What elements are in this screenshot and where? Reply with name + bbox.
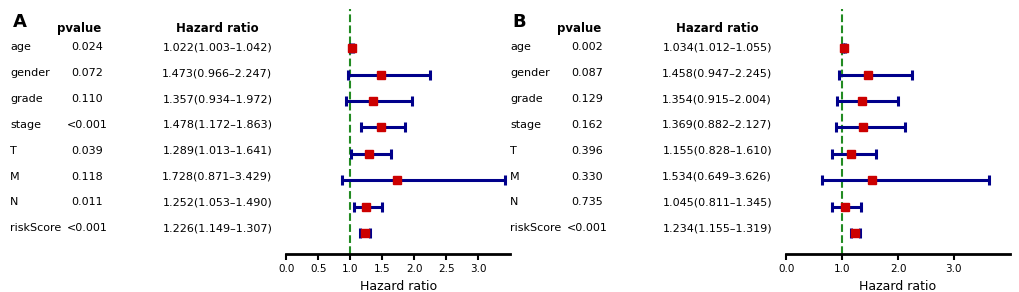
Text: 1.155(0.828–1.610): 1.155(0.828–1.610) xyxy=(661,146,771,156)
Text: 0.396: 0.396 xyxy=(571,146,602,156)
Text: 0.024: 0.024 xyxy=(71,43,103,53)
Text: grade: grade xyxy=(510,94,542,104)
Text: stage: stage xyxy=(510,120,540,130)
Text: 0.330: 0.330 xyxy=(571,172,602,182)
Text: 1.728(0.871–3.429): 1.728(0.871–3.429) xyxy=(162,172,272,182)
Text: 0.110: 0.110 xyxy=(71,94,103,104)
Text: 1.034(1.012–1.055): 1.034(1.012–1.055) xyxy=(661,43,771,53)
Text: T: T xyxy=(10,146,17,156)
X-axis label: Hazard ratio: Hazard ratio xyxy=(360,280,436,292)
X-axis label: Hazard ratio: Hazard ratio xyxy=(859,280,935,292)
Text: 0.087: 0.087 xyxy=(571,68,602,78)
Text: <0.001: <0.001 xyxy=(67,223,108,233)
Text: pvalue: pvalue xyxy=(57,22,101,35)
Text: <0.001: <0.001 xyxy=(567,223,607,233)
Text: 1.252(1.053–1.490): 1.252(1.053–1.490) xyxy=(162,197,272,207)
Text: 0.735: 0.735 xyxy=(571,197,602,207)
Text: gender: gender xyxy=(510,68,549,78)
Text: 1.226(1.149–1.307): 1.226(1.149–1.307) xyxy=(162,223,272,233)
Text: 1.458(0.947–2.245): 1.458(0.947–2.245) xyxy=(661,68,771,78)
Text: riskScore: riskScore xyxy=(510,223,560,233)
Text: 1.473(0.966–2.247): 1.473(0.966–2.247) xyxy=(162,68,272,78)
Text: <0.001: <0.001 xyxy=(67,120,108,130)
Text: 0.002: 0.002 xyxy=(571,43,602,53)
Text: pvalue: pvalue xyxy=(556,22,600,35)
Text: 1.534(0.649–3.626): 1.534(0.649–3.626) xyxy=(661,172,771,182)
Text: 0.162: 0.162 xyxy=(571,120,602,130)
Text: 0.072: 0.072 xyxy=(71,68,103,78)
Text: age: age xyxy=(10,43,31,53)
Text: 0.039: 0.039 xyxy=(71,146,103,156)
Text: 1.478(1.172–1.863): 1.478(1.172–1.863) xyxy=(162,120,272,130)
Text: 1.354(0.915–2.004): 1.354(0.915–2.004) xyxy=(661,94,771,104)
Text: M: M xyxy=(10,172,19,182)
Text: 1.234(1.155–1.319): 1.234(1.155–1.319) xyxy=(661,223,771,233)
Text: 0.129: 0.129 xyxy=(571,94,602,104)
Text: 1.045(0.811–1.345): 1.045(0.811–1.345) xyxy=(661,197,771,207)
Text: 1.022(1.003–1.042): 1.022(1.003–1.042) xyxy=(162,43,272,53)
Text: 1.357(0.934–1.972): 1.357(0.934–1.972) xyxy=(162,94,272,104)
Text: N: N xyxy=(10,197,18,207)
Text: T: T xyxy=(510,146,517,156)
Text: 0.011: 0.011 xyxy=(71,197,103,207)
Text: B: B xyxy=(513,13,526,31)
Text: grade: grade xyxy=(10,94,43,104)
Text: 1.289(1.013–1.641): 1.289(1.013–1.641) xyxy=(162,146,272,156)
Text: Hazard ratio: Hazard ratio xyxy=(176,22,259,35)
Text: 1.369(0.882–2.127): 1.369(0.882–2.127) xyxy=(661,120,771,130)
Text: Hazard ratio: Hazard ratio xyxy=(676,22,758,35)
Text: M: M xyxy=(510,172,519,182)
Text: A: A xyxy=(13,13,26,31)
Text: gender: gender xyxy=(10,68,50,78)
Text: riskScore: riskScore xyxy=(10,223,61,233)
Text: N: N xyxy=(510,197,518,207)
Text: age: age xyxy=(510,43,530,53)
Text: stage: stage xyxy=(10,120,41,130)
Text: 0.118: 0.118 xyxy=(71,172,103,182)
